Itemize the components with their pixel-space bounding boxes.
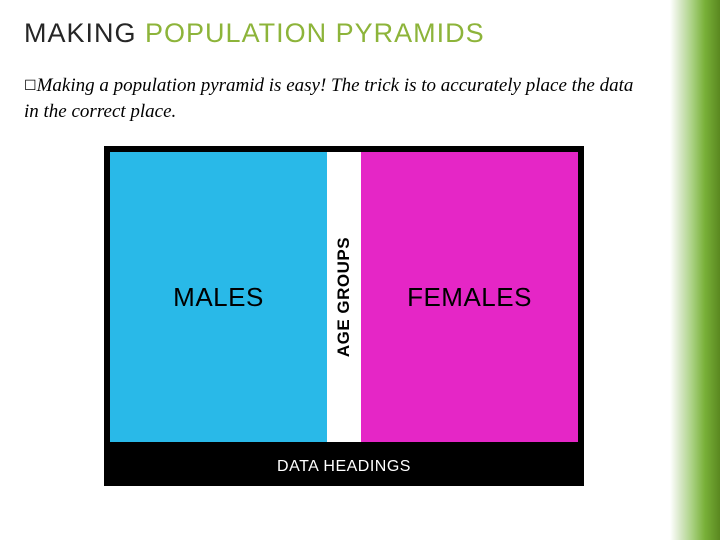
- males-panel: MALES: [110, 152, 327, 442]
- title-word-2: POPULATION: [145, 18, 327, 48]
- females-panel: FEMALES: [361, 152, 578, 442]
- data-headings-label: DATA HEADINGS: [104, 458, 584, 476]
- title-word-1: MAKING: [24, 18, 137, 48]
- body-lead: Making: [37, 75, 95, 96]
- page-title: MAKING POPULATION PYRAMIDS: [24, 18, 650, 49]
- age-groups-column: AGE GROUPS: [327, 152, 361, 442]
- males-label: MALES: [173, 282, 264, 313]
- bullet-icon: ☐: [24, 77, 37, 93]
- side-gradient: [670, 0, 720, 540]
- slide-content: MAKING POPULATION PYRAMIDS ☐Making a pop…: [0, 0, 670, 540]
- pyramid-diagram: MALES AGE GROUPS FEMALES DATA HEADINGS: [104, 146, 584, 486]
- females-label: FEMALES: [407, 282, 532, 313]
- chart-area: MALES AGE GROUPS FEMALES: [110, 152, 578, 442]
- body-text: ☐Making a population pyramid is easy! Th…: [24, 73, 650, 124]
- body-rest: a population pyramid is easy! The trick …: [24, 75, 633, 122]
- age-groups-label: AGE GROUPS: [334, 237, 354, 357]
- title-word-3: PYRAMIDS: [336, 18, 485, 48]
